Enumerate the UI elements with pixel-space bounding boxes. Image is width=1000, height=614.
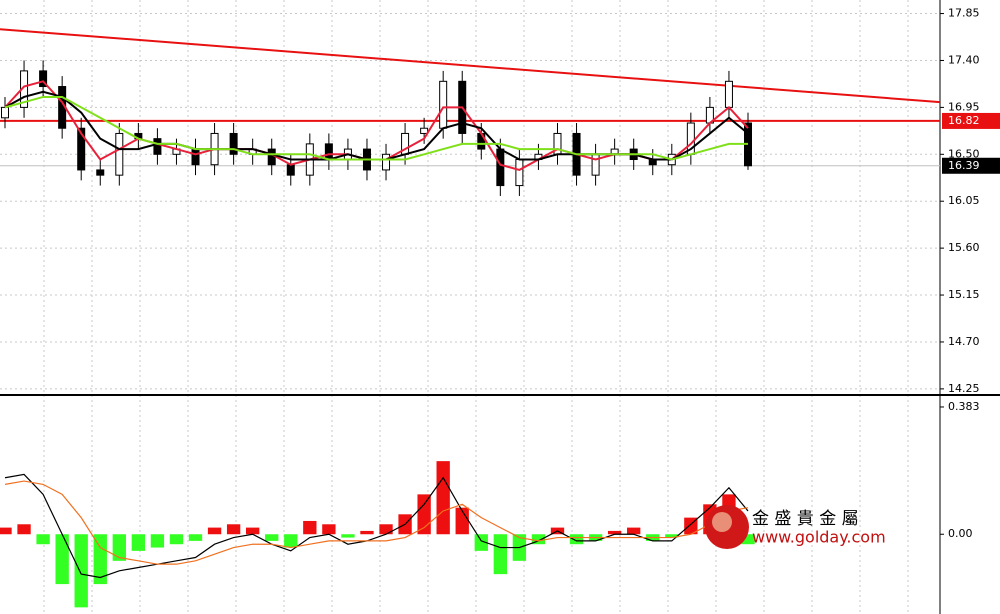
histogram-bar — [665, 534, 679, 538]
price-label: 16.82 — [948, 114, 980, 127]
histogram-bar — [341, 534, 355, 538]
price-box — [942, 157, 1000, 174]
candle-body — [267, 148, 276, 166]
candle-body — [324, 143, 333, 161]
histogram-bar — [131, 534, 146, 551]
y-tick-label: 14.25 — [948, 382, 980, 395]
candle-body — [229, 132, 238, 155]
histogram-bar — [303, 520, 317, 535]
candle-body — [153, 138, 162, 155]
y-tick-label: 17.40 — [948, 53, 980, 66]
y-tick-label: 16.50 — [948, 147, 980, 160]
histogram-bar — [112, 534, 126, 561]
candle-body — [591, 153, 600, 176]
y-tick-label: 16.05 — [948, 194, 980, 207]
price-box — [942, 112, 1000, 129]
y-tick-label: 17.85 — [948, 7, 980, 20]
histogram-bar — [607, 530, 622, 535]
histogram-bar — [150, 534, 165, 548]
candle-body — [420, 127, 429, 134]
histogram-bar — [322, 524, 336, 535]
histogram-bar — [226, 524, 241, 535]
price-label: 16.39 — [948, 159, 980, 172]
trendline — [0, 28, 941, 104]
logo-shine — [712, 512, 732, 532]
histogram-bar — [455, 507, 469, 535]
candle-body — [439, 80, 448, 129]
histogram-bar — [436, 461, 450, 535]
y-tick-label: 14.70 — [948, 335, 980, 348]
histogram-bar — [569, 534, 584, 545]
histogram-bar — [0, 527, 12, 535]
histogram-bar — [474, 534, 488, 551]
y-tick-label: 0.00 — [948, 527, 973, 540]
candle-body — [724, 80, 733, 108]
y-tick-label: 15.15 — [948, 288, 980, 301]
histogram-bar — [245, 527, 260, 535]
candle-body — [77, 127, 86, 171]
candle-body — [115, 132, 124, 176]
candle-body — [496, 148, 505, 187]
histogram-bar — [93, 534, 107, 585]
y-tick-label: 0.383 — [948, 400, 980, 413]
histogram-bar — [493, 534, 508, 575]
histogram-bar — [207, 527, 222, 535]
candle-body — [515, 159, 524, 187]
histogram-bar — [36, 534, 50, 545]
watermark-title: 金 盛 貴 金 屬 — [752, 509, 859, 529]
y-tick-label: 15.60 — [948, 241, 980, 254]
histogram-bar — [741, 534, 755, 545]
candle-body — [39, 70, 48, 88]
histogram-bar — [284, 534, 298, 548]
line-series — [4, 480, 749, 565]
histogram-bar — [627, 527, 641, 535]
histogram-bar — [188, 534, 203, 541]
histogram-bar — [55, 534, 69, 585]
y-tick-label: 16.95 — [948, 100, 980, 113]
histogram-bar — [531, 534, 546, 545]
candle-body — [286, 164, 295, 176]
candle-body — [191, 148, 200, 166]
watermark-url: www.golday.com — [752, 528, 886, 547]
line-series — [4, 473, 749, 579]
candle-body — [96, 169, 105, 176]
histogram-bar — [74, 534, 88, 608]
candle-body — [382, 153, 391, 171]
histogram-bar — [360, 530, 374, 535]
candle-body — [1, 106, 9, 119]
histogram-bar — [265, 534, 279, 541]
histogram-bar — [169, 534, 184, 545]
logo — [705, 505, 749, 549]
histogram-bar — [17, 524, 31, 535]
line-series — [4, 95, 748, 161]
histogram-bar — [379, 524, 393, 535]
